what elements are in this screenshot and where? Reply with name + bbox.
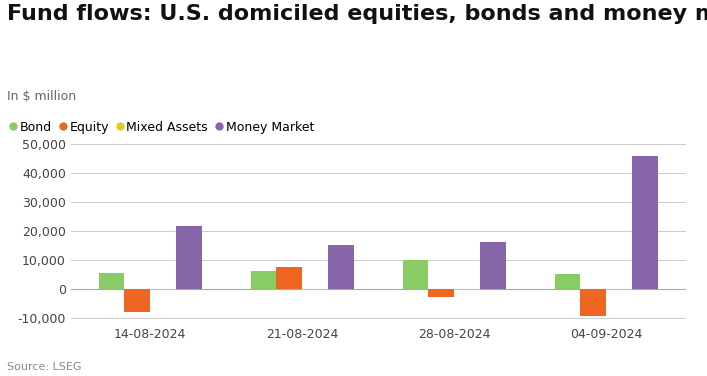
Bar bbox=[176, 226, 202, 289]
Bar bbox=[632, 156, 658, 289]
Bar bbox=[99, 273, 124, 289]
Bar bbox=[480, 243, 506, 289]
Bar bbox=[554, 274, 580, 289]
Bar bbox=[151, 289, 176, 290]
Text: Fund flows: U.S. domiciled equities, bonds and money market funds: Fund flows: U.S. domiciled equities, bon… bbox=[7, 4, 707, 24]
Text: In $ million: In $ million bbox=[7, 90, 76, 103]
Bar bbox=[328, 245, 354, 289]
Bar bbox=[402, 260, 428, 289]
Bar bbox=[580, 289, 606, 316]
Bar bbox=[454, 289, 480, 290]
Text: Source: LSEG: Source: LSEG bbox=[7, 362, 81, 372]
Legend: Bond, Equity, Mixed Assets, Money Market: Bond, Equity, Mixed Assets, Money Market bbox=[10, 121, 314, 134]
Bar bbox=[303, 289, 328, 290]
Bar bbox=[606, 289, 632, 290]
Bar bbox=[124, 289, 151, 312]
Bar bbox=[428, 289, 454, 297]
Bar bbox=[276, 267, 303, 289]
Bar bbox=[250, 271, 276, 289]
